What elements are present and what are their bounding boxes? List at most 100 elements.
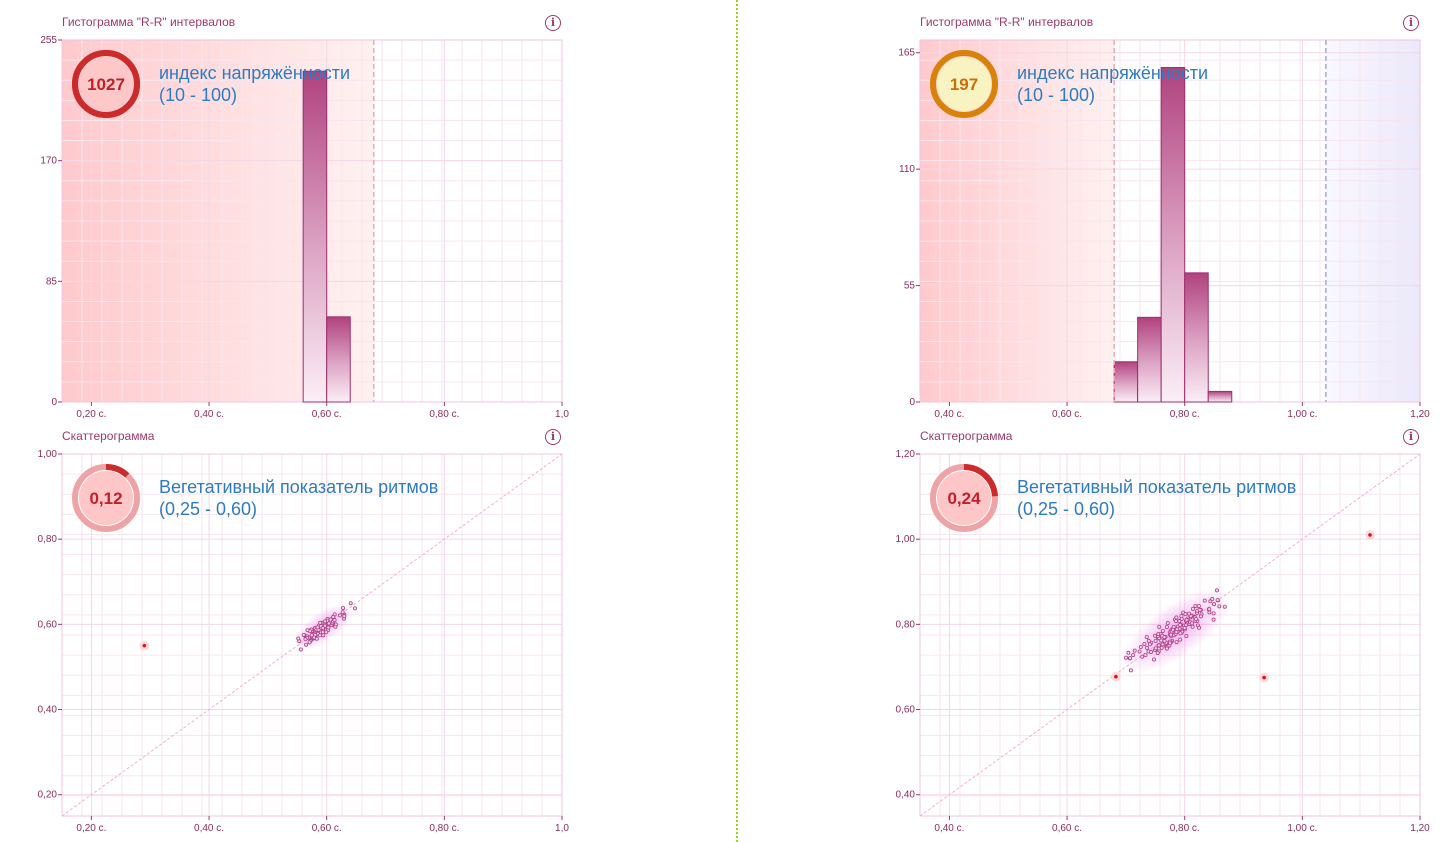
y-tick-label: 0,80 [896,619,916,630]
scatter-point [1157,624,1162,629]
scatter-point [1210,597,1215,602]
scatter-point [1207,610,1212,615]
stress-index-gauge-right: 197 [928,48,1000,125]
gauge-value: 0,12 [89,489,122,508]
y-tick-label: 255 [40,35,57,46]
gauge-fill [937,471,991,525]
stress-index-range: (10 - 100) [159,85,238,105]
y-tick-label: 0,80 [38,534,58,545]
y-tick-label: 0,60 [896,705,916,716]
scatter-point [1215,598,1220,603]
x-tick-label: 0,60 с. [1052,823,1082,834]
scatter-point [1153,638,1158,643]
scatter-point [1126,650,1131,655]
scatter-point [1142,641,1147,646]
x-tick-label: 0,40 с. [934,823,964,834]
info-icon[interactable]: i [1403,429,1419,445]
scatter-point [1189,621,1194,626]
gauge-value: 0,24 [947,489,981,508]
scatter-point [1190,624,1195,629]
gauge-arc [72,50,140,118]
scatter-point [1153,646,1158,651]
y-tick-label: 165 [898,48,915,59]
x-tick-label: 1,20 [1410,409,1430,420]
scatter-point [1156,643,1161,648]
x-tick-label: 1,0 [555,823,569,834]
scatter-point [303,637,308,642]
x-tick-label: 0,80 с. [429,409,459,420]
gauge-arc [930,50,998,118]
scatter-point [1164,646,1169,651]
x-tick-label: 1,20 [1410,823,1430,834]
gauge-ring: 197 [930,50,998,118]
x-tick-label: 0,60 с. [312,409,342,420]
vegetative-index-range: (0,25 - 0,60) [159,499,258,519]
gauge-arc [930,464,998,532]
scatter-point [301,632,306,637]
scatter-point [1131,652,1136,657]
scatter-point [1178,631,1183,636]
scatter-point [304,642,309,647]
x-tick-label: 0,20 с. [76,409,106,420]
scatter-title-left: Скаттерограмма [62,429,155,443]
outlier-point [142,643,147,648]
x-tick-label: 0,20 с. [76,823,106,834]
scatter-point [1155,650,1160,655]
info-icon[interactable]: i [545,429,561,445]
histogram-title-right: Гистограмма "R-R" интервалов [920,15,1094,29]
scatter-point [326,621,331,626]
y-tick-label: 55 [904,281,916,292]
scatter-point [1165,621,1170,626]
gauge-fill [937,57,991,111]
y-tick-label: 85 [46,276,58,287]
x-tick-label: 0,80 с. [1170,823,1200,834]
y-tick-label: 0,40 [38,705,58,716]
y-tick-label: 0,40 [896,790,916,801]
scatter-point [1196,604,1201,609]
y-tick-label: 1,00 [896,534,916,545]
scatter-point [348,601,353,606]
scatter-point [1178,637,1183,642]
scatter-point [315,625,320,630]
scatter-point [1147,642,1152,647]
scatter-point [1162,635,1167,640]
stress-index-label: индекс напряжённости [159,63,351,83]
y-tick-label: 0,60 [38,619,58,630]
scatter-point [1128,656,1133,661]
stress-index-range: (10 - 100) [1017,85,1096,105]
scatter-point [323,619,328,624]
scatter-point [305,628,310,633]
scatter-point [1146,638,1151,643]
y-tick-label: 170 [40,156,57,167]
info-icon[interactable]: i [1403,15,1419,31]
scatter-point [1217,604,1222,609]
vegetative-index-gauge-right: 0,24 [928,462,1000,539]
y-tick-label: 1,00 [38,449,58,460]
scatter-point [1159,638,1164,643]
x-tick-label: 0,40 с. [194,409,224,420]
scatter-point [1174,619,1179,624]
gauge-ring: 0,12 [72,464,140,532]
scatter-point [1140,654,1145,659]
scatter-point [1184,617,1189,622]
gauge-fill [79,57,133,111]
scatter-point [331,614,336,619]
outlier-point [1114,674,1118,679]
gauge-fill [79,471,133,525]
histogram-bar [1207,390,1233,403]
scatter-point [1177,619,1182,624]
scatter-point [1152,657,1157,662]
scatter-point [1184,634,1189,639]
scatter-point [1211,617,1216,622]
gauge-ring: 1027 [72,50,140,118]
scatter-point [332,618,337,623]
histogram-bar [1184,272,1209,403]
scatter-point [1178,622,1183,627]
scatter-point [1207,607,1212,612]
scatter-point [320,626,325,631]
scatter-point [1198,614,1203,619]
y-tick-label: 0 [51,397,57,408]
info-icon[interactable]: i [545,15,561,31]
gauge-arc [72,464,140,532]
